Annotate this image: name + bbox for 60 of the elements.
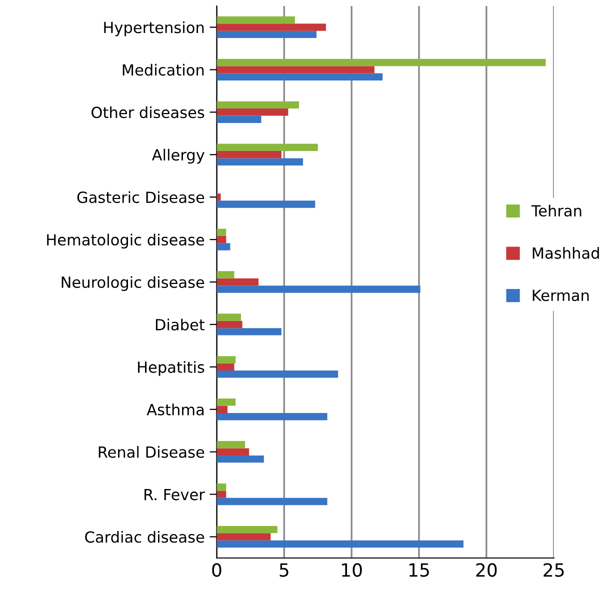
bar	[216, 236, 226, 244]
bar	[216, 533, 271, 540]
x-tick-label: 10	[342, 563, 362, 577]
bar	[216, 328, 282, 336]
y-tick-label: Hypertension	[104, 21, 204, 36]
bar	[216, 483, 226, 491]
bar	[216, 108, 288, 116]
y-tick-label: Allergy	[152, 148, 204, 164]
x-tick-label: 25	[544, 563, 564, 577]
x-tick-label: 5	[280, 563, 288, 577]
y-tick-label: Medication	[122, 64, 204, 76]
y-tick-label: Gasteric Disease	[77, 191, 204, 204]
y-tick-label: Hepatitis	[138, 361, 204, 376]
bar	[216, 24, 326, 31]
bar	[216, 363, 234, 371]
y-tick-label: R. Fever	[144, 488, 205, 500]
y-tick-label: Diabet	[156, 318, 205, 330]
legend-label: Kerman	[532, 290, 589, 302]
bar	[216, 30, 317, 38]
x-tick-label: 20	[476, 563, 497, 577]
bar	[216, 286, 420, 293]
bar	[216, 540, 464, 548]
y-tick-label: Neurologic disease	[62, 276, 204, 291]
bar	[216, 412, 328, 420]
bar	[216, 498, 328, 506]
bar	[216, 356, 236, 364]
bar	[216, 398, 236, 406]
y-tick-label: Cardiac disease	[85, 530, 204, 543]
bar	[216, 73, 383, 81]
bar	[216, 406, 228, 413]
bar	[216, 16, 295, 24]
bar	[216, 526, 278, 534]
legend-label: Mashhad	[532, 247, 599, 259]
bar	[216, 278, 259, 286]
x-tick-label: 15	[409, 563, 429, 577]
y-tick-label: Other diseases	[92, 106, 204, 118]
bar	[216, 455, 264, 463]
bar	[216, 370, 338, 378]
bar	[216, 101, 299, 109]
bar	[216, 66, 374, 74]
bar	[216, 116, 262, 123]
y-tick-label: Renal Disease	[98, 446, 204, 458]
bar	[216, 320, 242, 328]
bar	[216, 200, 316, 208]
bar	[216, 314, 241, 321]
bar	[216, 193, 221, 201]
bar	[216, 441, 246, 448]
bar	[216, 58, 546, 66]
bar	[216, 151, 282, 158]
bar	[216, 271, 234, 278]
bar	[216, 490, 226, 498]
bar	[216, 158, 304, 166]
bar	[216, 228, 226, 236]
bar	[216, 144, 318, 152]
bar	[216, 243, 230, 250]
y-tick-label: Hematologic disease	[47, 234, 204, 249]
x-tick-label: 0	[212, 563, 222, 577]
y-tick-label: Asthma	[146, 404, 204, 416]
legend-label: Tehran	[531, 204, 582, 217]
bar	[216, 448, 250, 456]
